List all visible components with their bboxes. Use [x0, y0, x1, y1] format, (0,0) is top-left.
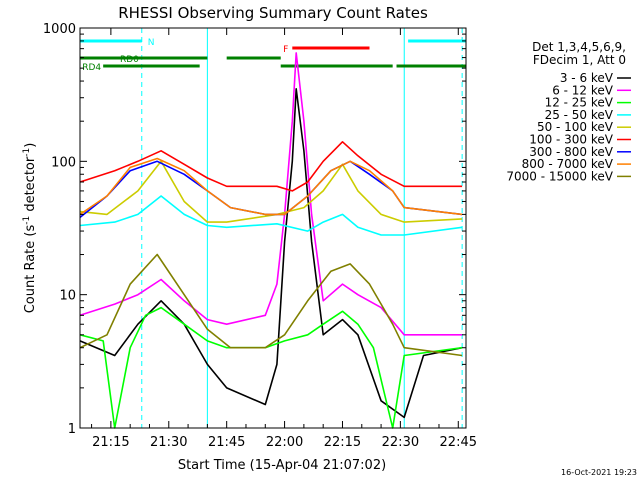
legend-label-4: 50 - 100 keV [537, 120, 614, 134]
footer-date: 16-Oct-2021 19:23 [561, 468, 637, 477]
observing-flags: N F RD0 RD4 [80, 38, 466, 73]
legend-header-line-1: FDecim 1, Att 0 [533, 53, 626, 67]
x-tick-label-4: 22:15 [324, 435, 361, 450]
legend-label-2: 12 - 25 keV [545, 96, 614, 110]
legend-label-7: 800 - 7000 keV [522, 157, 614, 171]
reference-lines [79, 28, 463, 428]
series-line-1 [79, 52, 463, 336]
legend-label-5: 100 - 300 keV [529, 133, 613, 147]
x-tick-label-1: 21:30 [150, 435, 187, 450]
y-axis-label-part1: Count Rate (s [23, 225, 38, 314]
x-tick-label-3: 22:00 [266, 435, 303, 450]
y-axis-label-part3: ) [23, 143, 38, 148]
series-line-3 [79, 195, 463, 236]
series-line-7 [79, 157, 463, 216]
y-axis-label: Count Rate (s-1 detector-1) [22, 143, 38, 314]
axes: 21:15 21:30 21:45 22:00 22:15 22:30 22:45 1 10 10… [43, 22, 477, 450]
y-axis-label-part2: detector [23, 156, 38, 216]
series-line-6 [79, 160, 463, 219]
series-line-4 [79, 160, 463, 223]
flag-label-rd4: RD4 [82, 63, 101, 73]
legend-label-8: 7000 - 15000 keV [506, 169, 613, 183]
x-tick-label-2: 21:45 [208, 435, 245, 450]
x-tick-label-0: 21:15 [92, 435, 129, 450]
series-line-5 [79, 141, 463, 192]
legend-label-6: 300 - 800 keV [529, 145, 613, 159]
x-tick-label-5: 22:30 [382, 435, 419, 450]
flag-label-n: N [148, 38, 155, 48]
y-tick-label-1: 10 [59, 289, 76, 304]
series-line-0 [79, 88, 463, 419]
legend-label-0: 3 - 6 keV [560, 71, 614, 85]
y-tick-label-2: 100 [51, 155, 76, 170]
series-lines [79, 52, 463, 429]
legend-label-3: 25 - 50 keV [545, 108, 614, 122]
plot-frame [79, 27, 467, 429]
y-axis-label-sup1: -1 [22, 216, 32, 225]
flag-label-rd0: RD0 [120, 55, 139, 65]
legend-header-line-0: Det 1,3,4,5,6,9, [532, 40, 626, 54]
legend-label-1: 6 - 12 keV [552, 83, 614, 97]
x-axis-label: Start Time (15-Apr-04 21:07:02) [178, 458, 386, 473]
legend: Det 1,3,4,5,6,9,FDecim 1, Att 0 3 - 6 keV… [506, 40, 631, 183]
flag-label-f: F [283, 45, 288, 55]
x-tick-label-6: 22:45 [440, 435, 477, 450]
chart-title: RHESSI Observing Summary Count Rates [118, 4, 428, 22]
y-tick-label-3: 1000 [43, 22, 76, 37]
y-axis-label-sup2: -1 [22, 148, 32, 157]
y-tick-label-0: 1 [68, 422, 76, 437]
series-line-8 [79, 253, 463, 357]
